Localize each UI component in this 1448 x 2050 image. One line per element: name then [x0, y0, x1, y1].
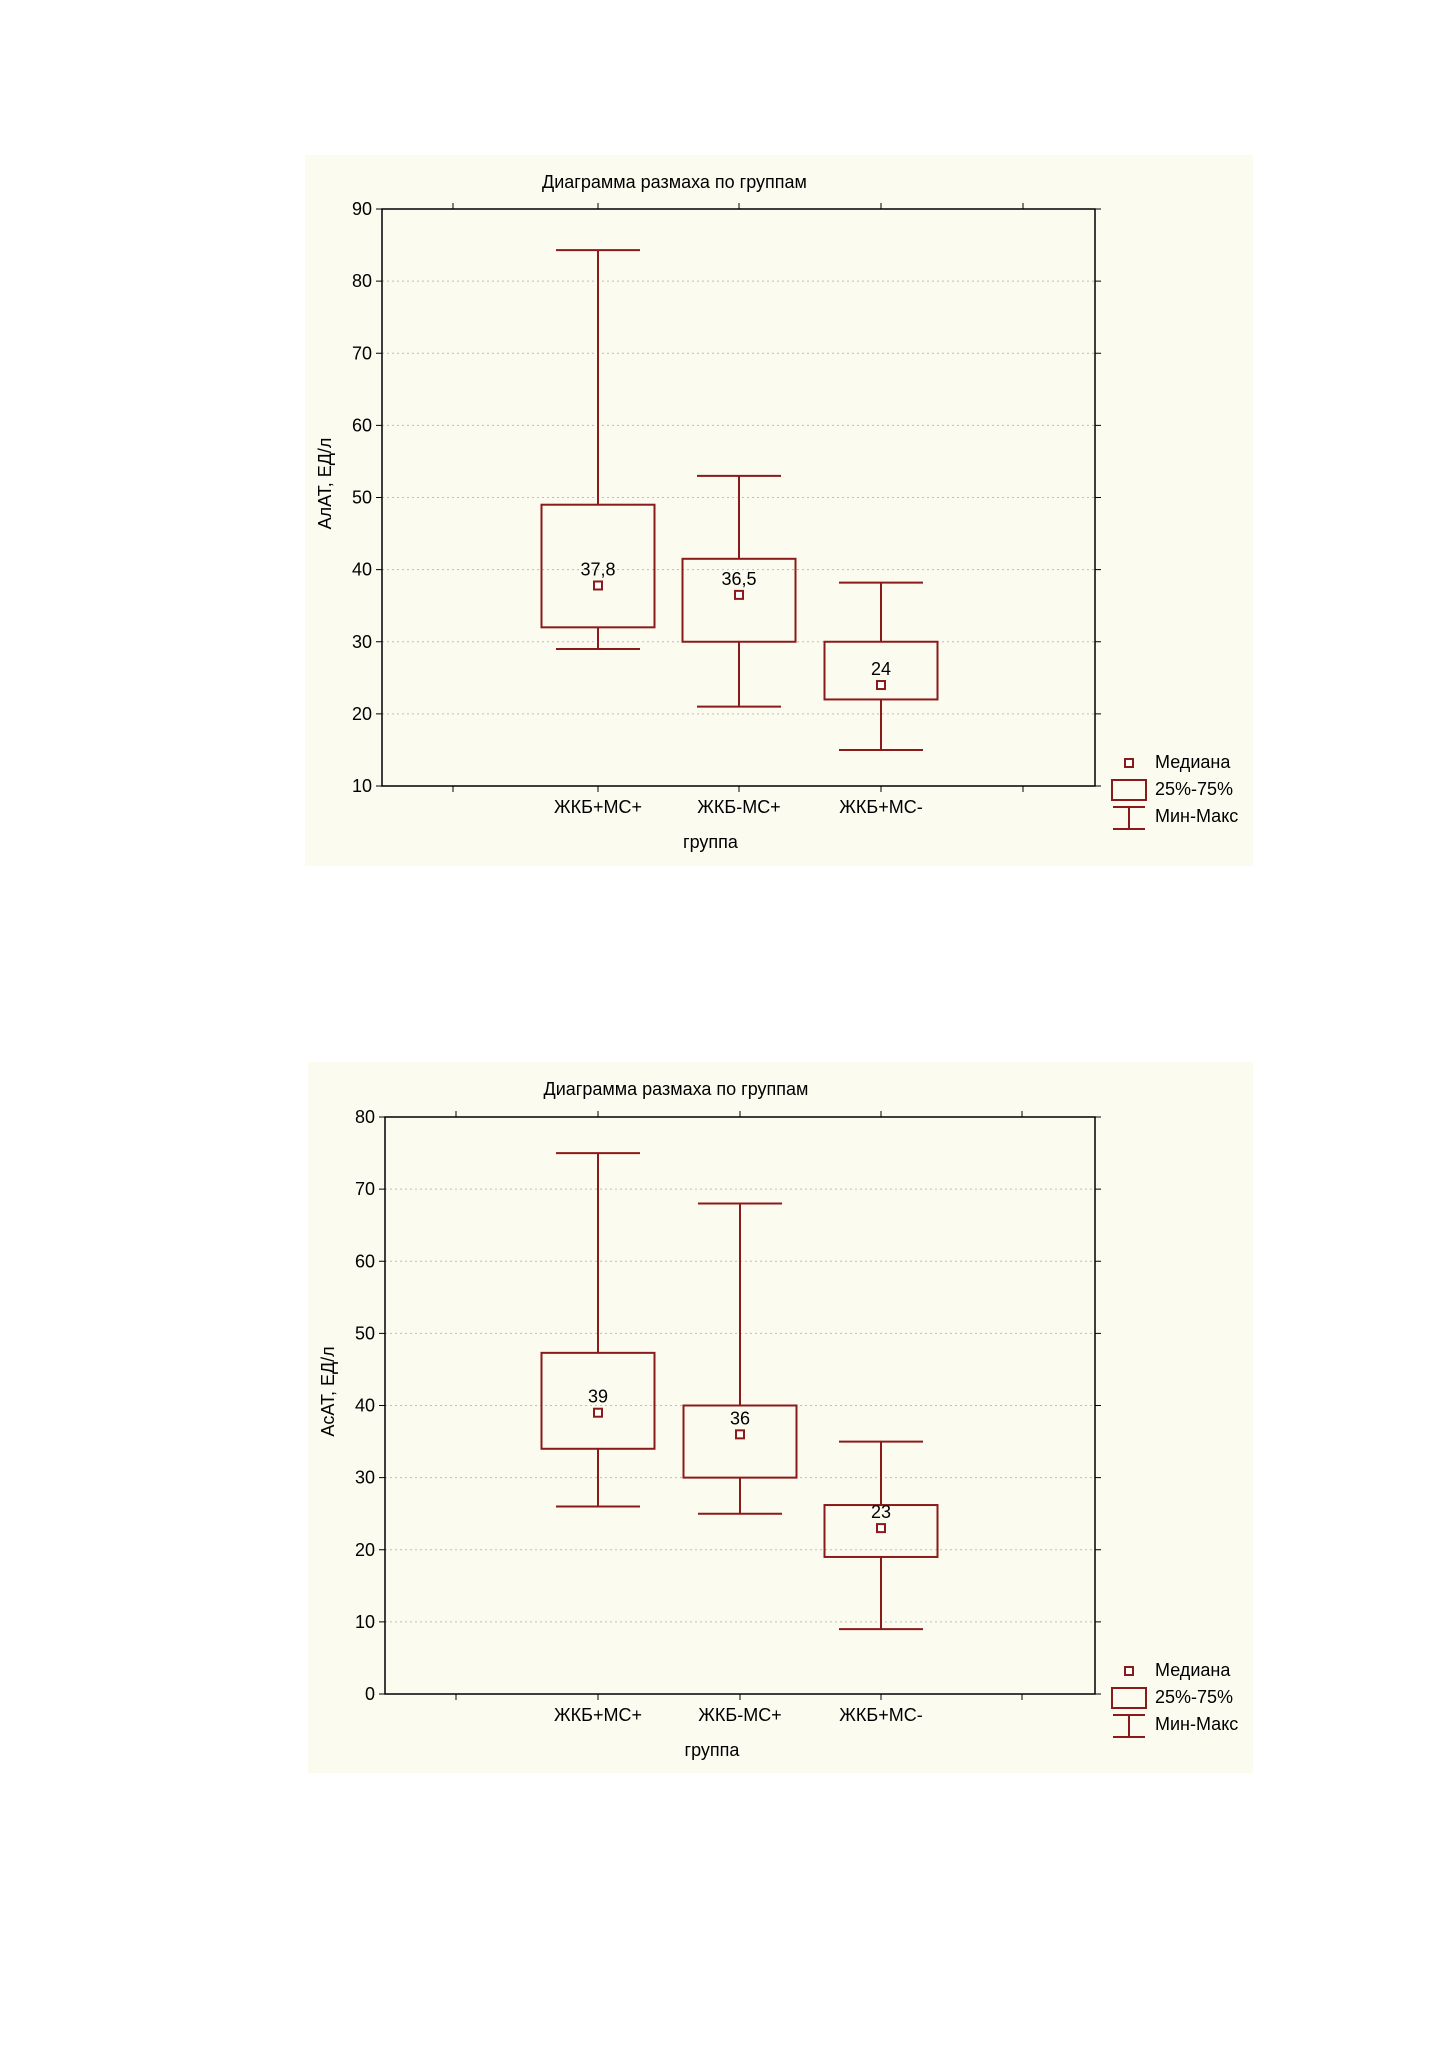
boxplot-chart-alat: Диаграмма размаха по группам 10 20 30 40 50 60…: [315, 172, 1238, 852]
median-marker: [734, 589, 744, 600]
y-tick-label: 60: [355, 1251, 375, 1271]
y-tick-label: 20: [355, 1540, 375, 1560]
median-marker: [876, 1523, 886, 1534]
box-group: 36,5: [681, 474, 797, 708]
x-tick-label: ЖКБ-МС+: [697, 797, 780, 817]
y-tick-label: 40: [355, 1396, 375, 1416]
box-group: 23: [823, 1440, 939, 1631]
y-tick-label: 50: [355, 1323, 375, 1343]
median-label: 39: [588, 1387, 608, 1407]
median-label: 24: [871, 659, 891, 679]
y-tick-label: 20: [352, 704, 372, 724]
median-marker: [593, 1407, 603, 1418]
x-axis-label: группа: [683, 832, 739, 852]
legend-median-icon: [1124, 1666, 1134, 1676]
boxplot-chart-asat: Диаграмма размаха по группам 0 10 20 30 40 50 6…: [318, 1079, 1238, 1760]
iqr-box: [682, 1404, 798, 1479]
iqr-box: [823, 640, 939, 701]
boxplot-panel-alat: Диаграмма размаха по группам 10 20 30 40 50 60…: [305, 155, 1253, 866]
x-tick-label: ЖКБ+МС+: [554, 1705, 642, 1725]
legend-iqr-label: 25%-75%: [1155, 1687, 1233, 1707]
legend-iqr-icon: [1111, 779, 1147, 801]
median-label: 23: [871, 1502, 891, 1522]
box-group: 37,8: [540, 249, 656, 650]
box-group: 36: [682, 1202, 798, 1515]
legend: Медиана 25%-75% Мин-Макс: [1111, 1660, 1238, 1738]
y-tick-label: 80: [352, 271, 372, 291]
x-tick-label: ЖКБ+МС+: [554, 797, 642, 817]
chart-title: Диаграмма размаха по группам: [544, 1079, 809, 1099]
iqr-box: [540, 503, 656, 629]
median-marker: [593, 580, 603, 591]
y-tick-label: 80: [355, 1107, 375, 1127]
median-label: 37,8: [580, 559, 615, 579]
iqr-box: [823, 1504, 939, 1558]
y-tick-label: 10: [355, 1612, 375, 1632]
y-tick-label: 30: [352, 632, 372, 652]
x-tick-label: ЖКБ-МС+: [698, 1705, 781, 1725]
y-tick-label: 0: [365, 1684, 375, 1704]
legend-iqr-label: 25%-75%: [1155, 779, 1233, 799]
box-group: 39: [540, 1152, 656, 1508]
legend: Медиана 25%-75% Мин-Макс: [1111, 752, 1238, 830]
median-marker: [735, 1429, 745, 1440]
iqr-box: [540, 1351, 656, 1450]
y-tick-label: 50: [352, 488, 372, 508]
x-tick-label: ЖКБ+МС-: [839, 797, 922, 817]
legend-median-label: Медиана: [1155, 752, 1231, 772]
median-label: 36: [730, 1408, 750, 1428]
y-axis-label: АлАТ, ЕД/л: [315, 438, 335, 530]
legend-range-label: Мин-Макс: [1155, 806, 1238, 826]
median-marker: [876, 680, 886, 691]
y-tick-label: 10: [352, 776, 372, 796]
y-tick-label: 60: [352, 415, 372, 435]
legend-range-label: Мин-Макс: [1155, 1714, 1238, 1734]
x-axis-label: группа: [685, 1740, 741, 1760]
y-axis-label: АсАТ, ЕД/л: [318, 1346, 338, 1436]
y-tick-label: 90: [352, 199, 372, 219]
boxplot-panel-asat: Диаграмма размаха по группам 0 10 20 30 40 50 6…: [308, 1062, 1253, 1773]
iqr-box: [681, 557, 797, 643]
box-group: 24: [823, 581, 939, 751]
x-tick-label: ЖКБ+МС-: [839, 1705, 922, 1725]
chart-title: Диаграмма размаха по группам: [542, 172, 807, 192]
legend-median-label: Медиана: [1155, 1660, 1231, 1680]
y-tick-label: 70: [352, 343, 372, 363]
y-tick-label: 30: [355, 1468, 375, 1488]
y-tick-label: 70: [355, 1179, 375, 1199]
median-label: 36,5: [721, 569, 756, 589]
legend-median-icon: [1124, 758, 1134, 768]
legend-iqr-icon: [1111, 1687, 1147, 1709]
y-tick-label: 40: [352, 560, 372, 580]
